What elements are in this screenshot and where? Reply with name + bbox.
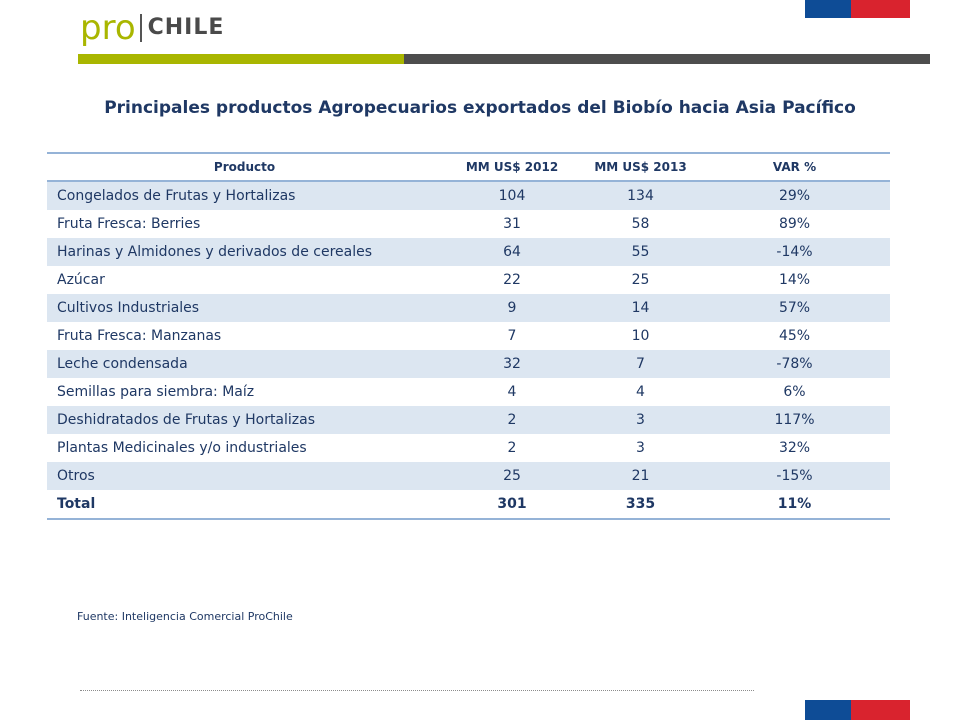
table-row: Congelados de Frutas y Hortalizas 104 134 2… <box>47 181 890 210</box>
column-header-producto: Producto <box>47 152 442 182</box>
cell-var: 45% <box>699 322 890 350</box>
total-cell-2013: 335 <box>582 490 699 520</box>
logo-pro-text: pro <box>80 8 136 48</box>
table-row: Deshidratados de Frutas y Hortalizas 2 3 11… <box>47 406 890 434</box>
table-row: Fruta Fresca: Berries 31 58 89% <box>47 210 890 238</box>
total-cell-2012: 301 <box>442 490 582 520</box>
cell-product: Congelados de Frutas y Hortalizas <box>47 181 442 210</box>
header-gray-bar <box>404 54 930 64</box>
source-note: Fuente: Inteligencia Comercial ProChile <box>77 610 293 623</box>
table-row: Leche condensada 32 7 -78% <box>47 350 890 378</box>
column-header-2013: MM US$ 2013 <box>582 152 699 182</box>
table-row: Cultivos Industriales 9 14 57% <box>47 294 890 322</box>
table-row: Harinas y Almidones y derivados de cerea… <box>47 238 890 266</box>
cell-2012: 31 <box>442 210 582 238</box>
total-cell-product: Total <box>47 490 442 520</box>
table-row: Semillas para siembra: Maíz 4 4 6% <box>47 378 890 406</box>
cell-2012: 32 <box>442 350 582 378</box>
column-header-2012: MM US$ 2012 <box>442 152 582 182</box>
cell-var: 89% <box>699 210 890 238</box>
cell-2012: 25 <box>442 462 582 490</box>
prochile-logo: pro CHILE <box>80 8 224 48</box>
cell-var: 14% <box>699 266 890 294</box>
cell-var: -15% <box>699 462 890 490</box>
cell-2013: 21 <box>582 462 699 490</box>
cell-var: 57% <box>699 294 890 322</box>
cell-2013: 10 <box>582 322 699 350</box>
cell-2012: 2 <box>442 434 582 462</box>
cell-2012: 104 <box>442 181 582 210</box>
cell-2012: 4 <box>442 378 582 406</box>
cell-product: Semillas para siembra: Maíz <box>47 378 442 406</box>
table-row: Fruta Fresca: Manzanas 7 10 45% <box>47 322 890 350</box>
cell-var: -14% <box>699 238 890 266</box>
flag-stripe-top <box>805 0 910 18</box>
footer-dotted-line <box>80 690 754 691</box>
table-row: Plantas Medicinales y/o industriales 2 3 32… <box>47 434 890 462</box>
cell-product: Cultivos Industriales <box>47 294 442 322</box>
flag-red-block <box>851 700 910 720</box>
cell-product: Otros <box>47 462 442 490</box>
cell-2013: 7 <box>582 350 699 378</box>
cell-2013: 55 <box>582 238 699 266</box>
cell-product: Azúcar <box>47 266 442 294</box>
cell-2013: 3 <box>582 434 699 462</box>
cell-2012: 2 <box>442 406 582 434</box>
cell-var: -78% <box>699 350 890 378</box>
cell-var: 29% <box>699 181 890 210</box>
cell-2013: 3 <box>582 406 699 434</box>
cell-2013: 14 <box>582 294 699 322</box>
exports-table: Producto MM US$ 2012 MM US$ 2013 VAR % C… <box>47 152 890 520</box>
cell-product: Deshidratados de Frutas y Hortalizas <box>47 406 442 434</box>
cell-2013: 4 <box>582 378 699 406</box>
header-green-bar <box>78 54 404 64</box>
cell-product: Fruta Fresca: Manzanas <box>47 322 442 350</box>
slide-title: Principales productos Agropecuarios expo… <box>104 98 856 118</box>
cell-2013: 134 <box>582 181 699 210</box>
cell-2012: 22 <box>442 266 582 294</box>
flag-stripe-bottom <box>805 700 910 720</box>
table-header-row: Producto MM US$ 2012 MM US$ 2013 VAR % <box>47 152 890 182</box>
cell-var: 117% <box>699 406 890 434</box>
table-row: Azúcar 22 25 14% <box>47 266 890 294</box>
cell-product: Fruta Fresca: Berries <box>47 210 442 238</box>
cell-var: 32% <box>699 434 890 462</box>
flag-blue-block <box>805 0 851 18</box>
cell-product: Plantas Medicinales y/o industriales <box>47 434 442 462</box>
logo-chile-text: CHILE <box>147 15 225 40</box>
cell-2012: 9 <box>442 294 582 322</box>
flag-blue-block <box>805 700 851 720</box>
table-total-row: Total 301 335 11% <box>47 490 890 520</box>
cell-product: Leche condensada <box>47 350 442 378</box>
cell-product: Harinas y Almidones y derivados de cerea… <box>47 238 442 266</box>
cell-2013: 25 <box>582 266 699 294</box>
flag-red-block <box>851 0 910 18</box>
column-header-var: VAR % <box>699 152 890 182</box>
total-cell-var: 11% <box>699 490 890 520</box>
table-row: Otros 25 21 -15% <box>47 462 890 490</box>
cell-var: 6% <box>699 378 890 406</box>
cell-2012: 7 <box>442 322 582 350</box>
logo-separator <box>139 14 142 42</box>
cell-2013: 58 <box>582 210 699 238</box>
cell-2012: 64 <box>442 238 582 266</box>
